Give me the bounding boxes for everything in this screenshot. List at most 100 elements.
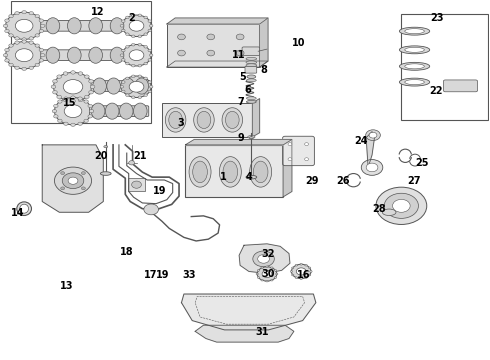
Text: 20: 20 [94, 150, 108, 161]
Circle shape [81, 172, 85, 175]
Circle shape [257, 267, 277, 281]
Text: 11: 11 [232, 50, 246, 60]
Circle shape [148, 90, 151, 93]
Ellipse shape [105, 103, 119, 119]
Ellipse shape [246, 79, 256, 82]
Circle shape [144, 16, 147, 19]
Circle shape [292, 267, 294, 269]
Ellipse shape [89, 18, 102, 34]
Circle shape [29, 37, 33, 40]
Circle shape [57, 75, 62, 78]
Circle shape [122, 29, 125, 32]
Ellipse shape [220, 157, 242, 187]
Circle shape [29, 12, 33, 15]
Ellipse shape [247, 135, 255, 138]
Circle shape [84, 119, 88, 122]
Ellipse shape [382, 209, 396, 216]
Circle shape [131, 96, 135, 99]
Circle shape [144, 33, 147, 36]
Circle shape [78, 72, 83, 75]
Ellipse shape [89, 47, 102, 63]
Circle shape [177, 50, 185, 56]
Bar [128, 178, 145, 192]
Polygon shape [283, 139, 292, 197]
Circle shape [295, 264, 297, 266]
Polygon shape [42, 145, 103, 212]
Circle shape [35, 63, 40, 67]
Circle shape [54, 98, 92, 125]
Circle shape [138, 64, 142, 67]
Text: 6: 6 [244, 85, 251, 95]
Circle shape [148, 49, 151, 52]
Circle shape [122, 90, 125, 93]
Circle shape [15, 19, 33, 32]
Circle shape [125, 77, 129, 80]
Circle shape [125, 62, 129, 65]
Circle shape [84, 75, 89, 78]
Circle shape [305, 277, 307, 279]
Ellipse shape [189, 157, 211, 187]
Polygon shape [195, 325, 294, 342]
Circle shape [41, 54, 45, 57]
Circle shape [122, 59, 125, 61]
Circle shape [309, 267, 311, 269]
Circle shape [144, 204, 159, 215]
Circle shape [270, 267, 273, 269]
Text: 10: 10 [292, 38, 305, 48]
Circle shape [138, 75, 142, 77]
Ellipse shape [197, 111, 211, 129]
Text: 26: 26 [336, 176, 349, 186]
Circle shape [22, 10, 26, 14]
FancyBboxPatch shape [90, 106, 149, 117]
Circle shape [71, 96, 75, 99]
Circle shape [39, 19, 44, 22]
Ellipse shape [46, 18, 60, 34]
Text: 5: 5 [239, 72, 246, 82]
Circle shape [15, 41, 19, 44]
Circle shape [148, 29, 151, 32]
Circle shape [261, 267, 263, 269]
Circle shape [52, 90, 57, 94]
Circle shape [9, 63, 13, 67]
Circle shape [131, 44, 135, 46]
Ellipse shape [110, 47, 124, 63]
Text: 23: 23 [430, 13, 443, 23]
Circle shape [53, 115, 58, 118]
FancyBboxPatch shape [242, 47, 260, 55]
Circle shape [125, 45, 129, 48]
Circle shape [292, 274, 294, 276]
Text: 19: 19 [156, 270, 170, 280]
Circle shape [5, 48, 9, 51]
Circle shape [149, 24, 153, 27]
Text: 21: 21 [133, 150, 147, 161]
Text: 28: 28 [372, 204, 386, 215]
Circle shape [122, 44, 151, 66]
Circle shape [41, 24, 45, 27]
Circle shape [122, 20, 125, 22]
Polygon shape [167, 61, 268, 67]
Circle shape [148, 81, 151, 84]
Circle shape [270, 279, 273, 281]
Ellipse shape [222, 108, 243, 132]
Circle shape [131, 64, 135, 67]
Circle shape [5, 59, 9, 62]
Circle shape [89, 109, 94, 113]
Circle shape [138, 35, 142, 37]
Circle shape [64, 105, 82, 118]
Text: 29: 29 [306, 176, 319, 186]
Circle shape [295, 277, 297, 279]
Circle shape [207, 50, 215, 56]
Bar [185, 145, 283, 197]
Circle shape [9, 14, 13, 18]
Text: 18: 18 [120, 247, 134, 257]
FancyBboxPatch shape [283, 136, 315, 166]
Text: 31: 31 [255, 327, 269, 337]
Ellipse shape [247, 75, 256, 78]
Ellipse shape [20, 204, 28, 213]
Text: 30: 30 [262, 269, 275, 279]
Circle shape [310, 271, 312, 272]
Circle shape [149, 54, 153, 57]
Circle shape [15, 12, 19, 15]
Circle shape [366, 163, 378, 172]
Circle shape [35, 44, 40, 47]
